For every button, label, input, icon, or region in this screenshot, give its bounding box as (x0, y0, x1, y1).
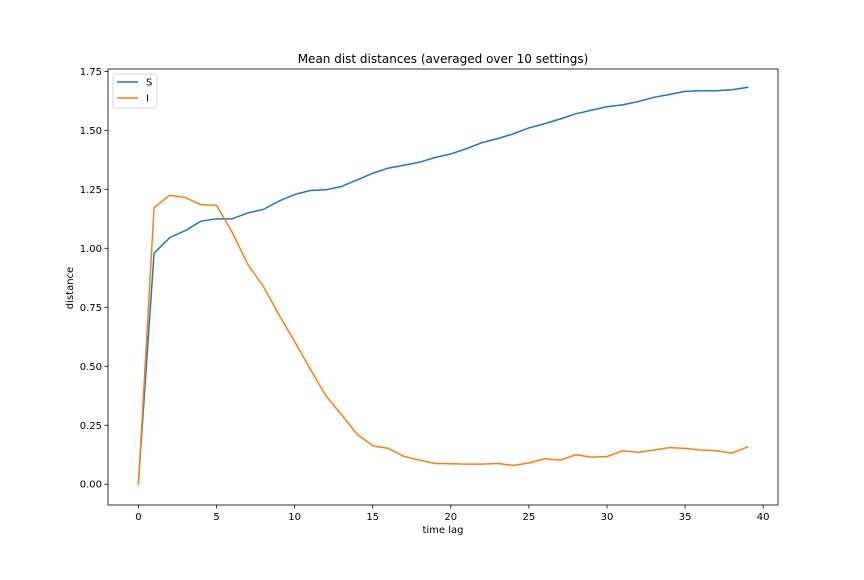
y-tick-label: 1.50 (80, 126, 102, 137)
y-axis-ticks: 0.00 0.25 0.50 0.75 1.00 1.25 1.50 1.75 (80, 67, 108, 491)
y-tick-label: 1.75 (80, 67, 102, 78)
x-axis-label: time lag (422, 525, 463, 536)
x-tick-label: 15 (366, 512, 379, 523)
legend-label-i: I (146, 94, 149, 105)
plot-area: 0 5 10 15 20 25 30 35 40 0.00 0.25 0.50 0.75 1.00 1.25… (80, 67, 779, 523)
y-axis-label: distance (65, 267, 76, 309)
y-tick-label: 0.50 (80, 362, 102, 373)
y-tick-label: 1.00 (80, 244, 102, 255)
series-lines (137, 86, 749, 486)
x-tick-label: 35 (679, 512, 692, 523)
x-tick-label: 30 (601, 512, 614, 523)
x-tick-label: 20 (444, 512, 457, 523)
y-tick-label: 0.75 (80, 303, 102, 314)
series-line-i (137, 194, 749, 486)
y-tick-label: 1.25 (80, 185, 102, 196)
x-tick-label: 25 (523, 512, 536, 523)
x-tick-label: 5 (213, 512, 219, 523)
x-axis-ticks: 0 5 10 15 20 25 30 35 40 (135, 505, 770, 523)
axes-frame (107, 68, 779, 506)
legend-label-s: S (146, 78, 152, 89)
y-tick-label: 0.00 (80, 480, 102, 491)
x-tick-label: 10 (288, 512, 301, 523)
x-tick-label: 0 (135, 512, 141, 523)
series-line-s (137, 86, 749, 483)
chart-title: Mean dist distances (averaged over 10 se… (298, 52, 589, 66)
legend: SI (112, 73, 158, 109)
x-tick-label: 40 (757, 512, 770, 523)
y-tick-label: 0.25 (80, 421, 102, 432)
